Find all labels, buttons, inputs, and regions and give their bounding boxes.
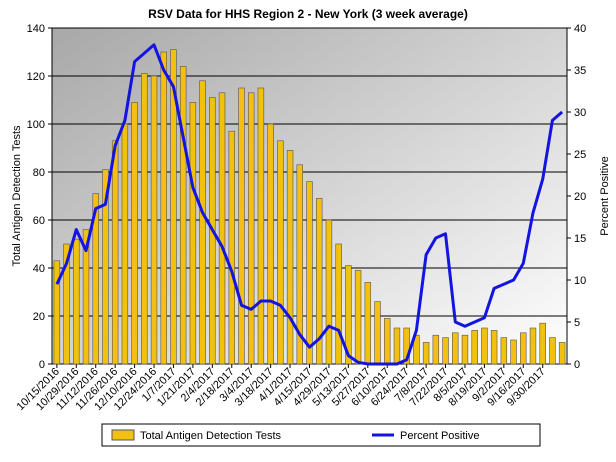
bar [257, 87, 265, 365]
bar [481, 327, 488, 365]
y-tick-label: 0 [39, 359, 45, 371]
bar [432, 334, 440, 365]
bar [247, 92, 255, 365]
legend-label: Percent Positive [400, 430, 479, 442]
bar [218, 92, 226, 365]
y2-tick-label: 0 [574, 359, 580, 371]
bar [141, 73, 148, 365]
bar [403, 327, 410, 365]
chart-title: RSV Data for HHS Region 2 - New York (3 … [148, 7, 468, 21]
bar [364, 282, 372, 365]
y-tick-label: 80 [33, 167, 45, 179]
bar [452, 332, 459, 365]
bar [277, 140, 284, 365]
y2-tick-label: 35 [574, 65, 586, 77]
bar [121, 123, 129, 365]
y-tick-label: 20 [33, 311, 45, 323]
y2-tick-label: 15 [574, 233, 586, 245]
y2-tick-label: 5 [574, 317, 580, 329]
bar [63, 243, 70, 365]
bar [82, 229, 90, 365]
bar [354, 270, 362, 365]
bar [442, 337, 449, 365]
bar [510, 339, 517, 365]
bar [374, 301, 381, 365]
bar [228, 130, 235, 365]
bar [286, 150, 294, 365]
bar [520, 332, 527, 365]
bar [384, 318, 391, 365]
bar [490, 330, 498, 365]
bar [500, 337, 508, 365]
bar [267, 123, 274, 365]
bar [422, 342, 430, 365]
bar [296, 164, 303, 365]
bar [549, 337, 556, 365]
legend-swatch [111, 429, 135, 441]
y-tick-label: 140 [27, 23, 45, 35]
bar [393, 327, 401, 365]
bar [199, 80, 206, 365]
bar [160, 51, 167, 365]
y-axis-title: Total Antigen Detection Tests [11, 125, 23, 267]
y2-tick-label: 10 [574, 275, 586, 287]
y-tick-label: 60 [33, 215, 45, 227]
bar [238, 87, 245, 365]
y2-tick-label: 20 [574, 191, 586, 203]
bar [73, 238, 80, 365]
y2-tick-label: 30 [574, 107, 586, 119]
y-tick-label: 100 [27, 119, 45, 131]
bar [325, 219, 333, 365]
bar [471, 330, 478, 365]
bar [306, 181, 313, 365]
bar [345, 265, 352, 365]
bar [92, 193, 99, 365]
bar [102, 169, 109, 365]
bar [539, 322, 546, 365]
bar [189, 102, 197, 365]
legend-label: Total Antigen Detection Tests [140, 430, 282, 442]
y2-tick-label: 40 [574, 23, 586, 35]
legend [101, 423, 541, 447]
line [55, 43, 564, 366]
y2-axis-title: Percent Positive [599, 156, 611, 235]
y-tick-label: 40 [33, 263, 45, 275]
y-tick-label: 120 [27, 71, 45, 83]
bar [53, 260, 61, 365]
bar [111, 140, 119, 365]
bar [558, 342, 566, 365]
bar [150, 75, 158, 365]
bar [335, 243, 342, 365]
y2-tick-label: 25 [574, 149, 586, 161]
bar [461, 334, 469, 365]
bar [131, 102, 138, 365]
bar [529, 327, 537, 365]
bar [316, 198, 323, 365]
bar [170, 49, 177, 365]
bar [179, 66, 187, 365]
